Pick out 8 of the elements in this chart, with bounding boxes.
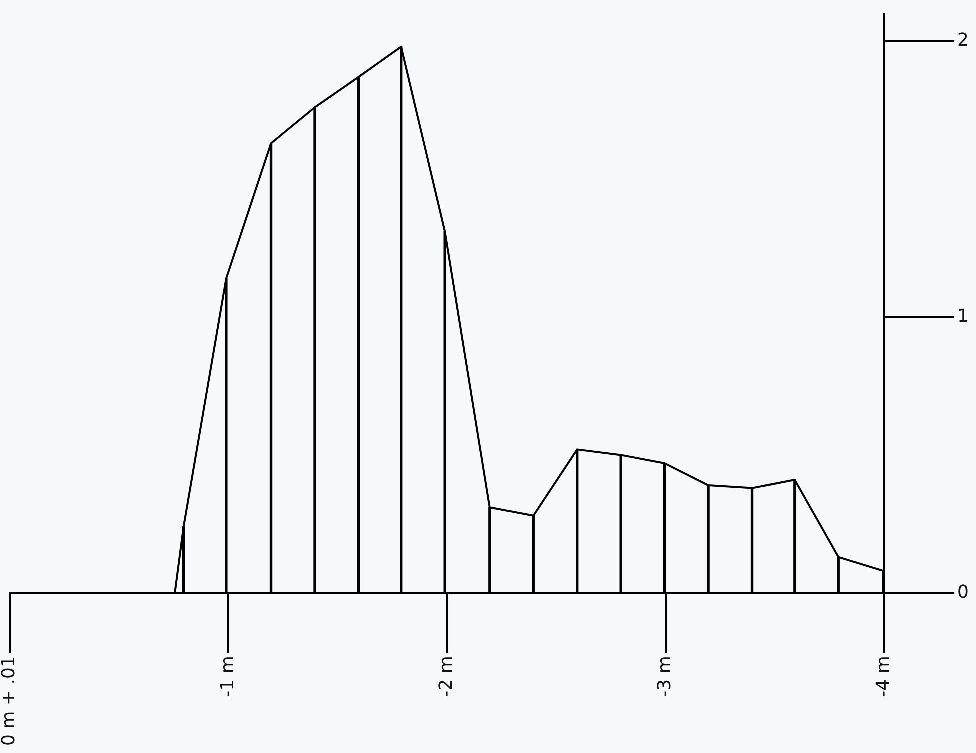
x-tick-label: -1 m [217,656,238,698]
x-tick-label: -2 m [436,656,457,698]
y-tick-label: 1 [958,306,969,327]
y-tick-label: 2 [958,30,969,52]
x-tick-label: -4 m [873,656,894,698]
y-tick-label: 0 [958,582,969,603]
x-tick-label: -3 m [654,656,676,698]
x-tick-label: 0 m + .01 [0,656,20,746]
